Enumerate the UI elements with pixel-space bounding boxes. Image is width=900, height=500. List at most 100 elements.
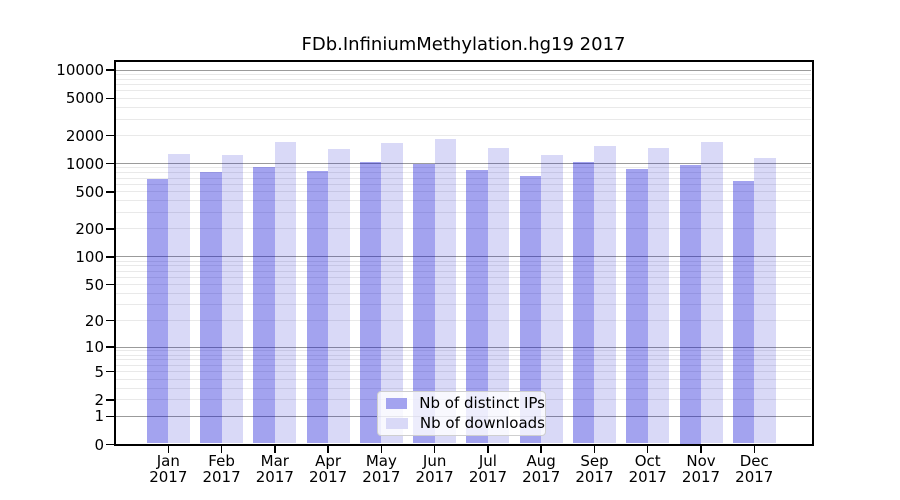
minor-gridline-50 <box>116 284 811 286</box>
minor-gridline-800 <box>116 172 811 174</box>
y-tick-10000 <box>106 69 114 71</box>
major-gridline-10000 <box>116 69 811 71</box>
spine-left <box>114 59 116 446</box>
bar-downloads-feb <box>221 154 244 444</box>
x-tick-jun <box>433 445 436 453</box>
x-tick-apr <box>327 445 329 453</box>
x-tick-year: 2017 <box>415 468 454 486</box>
y-tick-500 <box>106 191 114 193</box>
x-tick-label-feb: Feb 2017 <box>194 453 250 485</box>
y-tick-2 <box>106 399 114 401</box>
bar-downloads-jun <box>434 139 457 444</box>
x-tick-feb <box>220 445 223 453</box>
minor-gridline-6000 <box>116 90 811 92</box>
minor-gridline-6 <box>116 364 811 366</box>
minor-gridline-90 <box>116 260 811 262</box>
x-tick-month: Aug <box>526 452 556 470</box>
legend-item-downloads: Nb of downloads <box>386 415 545 432</box>
y-tick-label-5000: 5000 <box>65 89 104 108</box>
y-tick-1 <box>106 415 114 418</box>
y-tick-label-0: 0 <box>94 435 104 454</box>
minor-gridline-9000 <box>116 73 811 75</box>
y-tick-label-1000: 1000 <box>65 154 104 173</box>
minor-gridline-8000 <box>116 78 811 80</box>
major-gridline-10 <box>116 346 811 348</box>
y-tick-label-100: 100 <box>75 247 104 266</box>
minor-gridline-5 <box>116 371 811 373</box>
minor-gridline-500 <box>116 191 811 193</box>
y-tick-0 <box>106 443 114 446</box>
bar-downloads-may <box>381 142 403 444</box>
y-tick-2000 <box>106 134 114 137</box>
y-tick-50 <box>106 283 114 286</box>
minor-gridline-80 <box>116 265 811 267</box>
bar-downloads-apr <box>328 149 350 444</box>
y-tick-100 <box>106 256 114 258</box>
bar-downloads-jul <box>487 148 510 444</box>
bar-distinct-ips-apr <box>306 170 329 444</box>
x-tick-year: 2017 <box>309 468 348 486</box>
y-tick-label-200: 200 <box>75 219 104 238</box>
minor-gridline-2000 <box>116 135 811 136</box>
x-tick-month: Apr <box>315 452 342 470</box>
y-tick-label-5: 5 <box>94 362 104 381</box>
x-tick-month: Jul <box>478 452 497 470</box>
minor-gridline-70 <box>116 270 811 272</box>
bar-distinct-ips-jul <box>466 170 488 444</box>
x-tick-month: Sep <box>580 452 609 470</box>
y-tick-10 <box>106 346 114 348</box>
minor-gridline-40 <box>116 293 811 295</box>
spine-bottom <box>114 443 814 446</box>
bar-distinct-ips-may <box>359 162 382 444</box>
minor-gridline-4 <box>116 378 811 380</box>
bar-downloads-dec <box>754 157 776 444</box>
minor-gridline-8 <box>116 354 811 356</box>
y-tick-label-500: 500 <box>75 182 104 201</box>
bar-distinct-ips-nov <box>679 164 701 444</box>
bar-downloads-jan <box>168 153 190 444</box>
bar-downloads-nov <box>701 141 723 444</box>
x-tick-month: Mar <box>260 452 289 470</box>
x-tick-month: Jun <box>422 452 447 470</box>
legend-label-downloads: Nb of downloads <box>419 414 545 432</box>
x-tick-label-aug: Aug 2017 <box>513 453 569 485</box>
bar-downloads-mar <box>274 141 297 444</box>
x-tick-year: 2017 <box>575 468 614 486</box>
x-tick-year: 2017 <box>522 468 561 486</box>
x-tick-may <box>380 445 383 453</box>
y-tick-label-1: 1 <box>94 407 104 426</box>
y-tick-label-10: 10 <box>84 338 104 357</box>
bar-distinct-ips-jun <box>413 164 435 444</box>
x-tick-year: 2017 <box>468 468 507 486</box>
x-tick-dec <box>753 445 756 453</box>
bar-distinct-ips-jan <box>146 179 169 444</box>
bar-distinct-ips-oct <box>626 169 648 444</box>
legend-item-distinct-ips: Nb of distinct IPs <box>386 395 545 412</box>
bar-distinct-ips-dec <box>732 180 755 444</box>
minor-gridline-300 <box>116 212 811 213</box>
y-tick-200 <box>106 228 114 230</box>
x-tick-label-may: May 2017 <box>353 453 409 485</box>
minor-gridline-7 <box>116 359 811 361</box>
x-tick-year: 2017 <box>149 468 188 486</box>
spine-right <box>811 59 814 446</box>
minor-gridline-20 <box>116 320 811 322</box>
minor-gridline-5000 <box>116 97 811 99</box>
bar-distinct-ips-sep <box>572 162 595 444</box>
minor-gridline-700 <box>116 177 811 179</box>
x-tick-month: Oct <box>634 452 661 470</box>
x-tick-label-sep: Sep 2017 <box>566 453 622 485</box>
minor-gridline-900 <box>116 167 811 169</box>
minor-gridline-7000 <box>116 84 811 86</box>
bar-downloads-sep <box>594 146 616 444</box>
minor-gridline-3000 <box>116 118 811 120</box>
x-tick-year: 2017 <box>681 468 721 486</box>
x-tick-sep <box>593 445 596 453</box>
y-tick-label-10000: 10000 <box>56 61 104 80</box>
legend-swatch-downloads <box>386 418 408 429</box>
x-tick-oct <box>646 445 649 453</box>
x-tick-label-oct: Oct 2017 <box>620 453 676 485</box>
minor-gridline-4000 <box>116 106 811 108</box>
major-gridline-1000 <box>116 163 811 165</box>
